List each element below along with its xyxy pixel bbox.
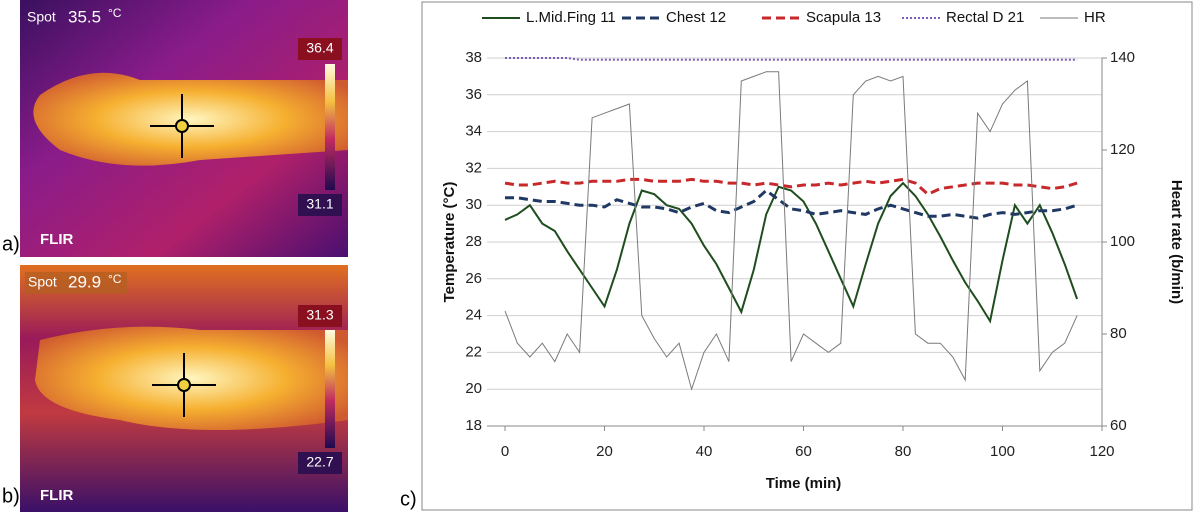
- legend-label: L.Mid.Fing 11: [526, 9, 616, 26]
- legend-label: HR: [1084, 9, 1106, 26]
- chart: 18 20 22 24 26 28 30 32 34 36 38 60 80 100 120 140 0 20 40…: [441, 9, 1185, 492]
- spot-label: Spot: [28, 274, 57, 290]
- y-tick-label: 28: [465, 233, 482, 250]
- panel-label: c): [400, 488, 417, 510]
- y2-tick-label: 80: [1110, 325, 1127, 342]
- series-line: [504, 181, 1079, 324]
- x-tick-label: 80: [895, 443, 912, 460]
- brand: FLIR: [40, 231, 73, 248]
- scale-box: [298, 452, 342, 474]
- y-axis-label: Temperature (°C): [441, 182, 458, 303]
- thermal-arm: [35, 326, 348, 430]
- series-line: [505, 188, 1078, 220]
- y2-tick-label: 120: [1110, 141, 1135, 158]
- spot-label: Spot: [27, 9, 56, 25]
- x-tick-label: 100: [990, 443, 1015, 460]
- x-tick-label: 0: [501, 443, 509, 460]
- scale-min: 22.7: [306, 454, 333, 470]
- panel-label: b): [2, 485, 20, 507]
- y2-tick-label: 60: [1110, 417, 1127, 434]
- series-line: [504, 71, 1078, 391]
- brand: FLIR: [40, 487, 73, 504]
- x-tick-label: 120: [1089, 443, 1114, 460]
- color-bar: [325, 330, 335, 448]
- y-tick-label: 22: [465, 343, 482, 360]
- y-tick-label: 36: [465, 86, 482, 103]
- color-bar: [325, 64, 335, 190]
- x-axis-label: Time (min): [766, 475, 842, 492]
- scale-min: 31.1: [306, 196, 333, 212]
- scale-max: 31.3: [306, 307, 333, 323]
- scale-box: [298, 194, 342, 216]
- thermal-image-b: Spot 29.9 °C 31.3 22.7 FLIR b): [2, 265, 348, 512]
- legend-label: Chest 12: [666, 9, 726, 26]
- x-tick-label: 60: [795, 443, 812, 460]
- crosshair: [152, 353, 216, 417]
- y-tick-label: 26: [465, 270, 482, 287]
- x-tick-label: 20: [596, 443, 613, 460]
- y2-tick-label: 140: [1110, 49, 1135, 66]
- y-tick-label: 18: [465, 417, 482, 434]
- spot-value: 35.5: [68, 7, 101, 26]
- y-tick-label: 30: [465, 196, 482, 213]
- chart-frame: [421, 1, 1193, 511]
- scale-box: [298, 38, 342, 60]
- legend-label: Rectal D 21: [946, 9, 1024, 26]
- y2-tick-label: 100: [1110, 233, 1135, 250]
- y-tick-label: 38: [465, 49, 482, 66]
- panel-label: a): [2, 233, 20, 255]
- spot-value: 29.9: [68, 272, 101, 291]
- scale-box: [298, 305, 342, 327]
- y2-axis-label: Heart rate (b/min): [1168, 180, 1185, 304]
- spot-unit: °C: [108, 272, 122, 286]
- crosshair: [150, 94, 214, 158]
- series-line: [505, 57, 1078, 61]
- y-tick-label: 32: [465, 159, 482, 176]
- y-tick-label: 24: [465, 307, 482, 324]
- thermal-arm: [33, 72, 348, 166]
- series-line: [504, 177, 1078, 196]
- y-tick-label: 20: [465, 380, 482, 397]
- spot-box: [25, 272, 127, 294]
- thermal-image-a: Spot 35.5 °C 36.4 31.1 FLIR a): [2, 0, 348, 257]
- legend-label: Scapula 13: [806, 9, 881, 26]
- spot-unit: °C: [108, 6, 122, 20]
- y-tick-label: 34: [465, 123, 482, 140]
- x-tick-label: 40: [696, 443, 713, 460]
- scale-max: 36.4: [306, 40, 333, 56]
